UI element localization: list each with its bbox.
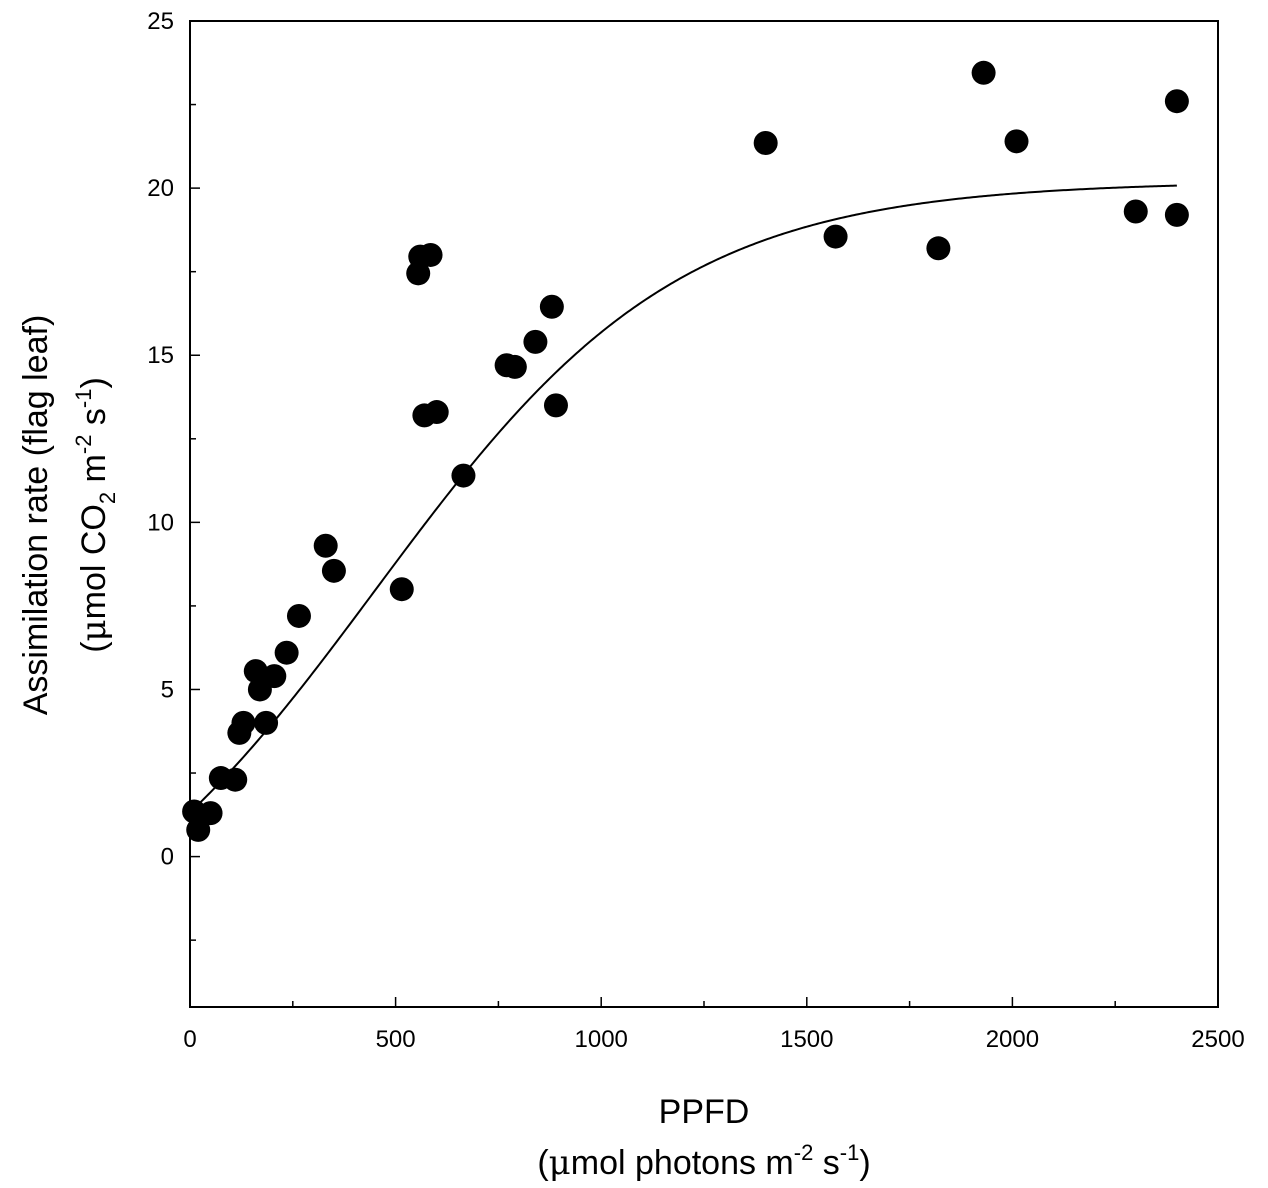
data-point [313,533,338,558]
y-tick-label: 20 [147,175,174,202]
data-point [539,294,564,319]
x-tick-label: 1500 [780,1026,833,1053]
data-point [198,801,223,826]
plot-frame [189,20,1219,1008]
x-tick-label: 1000 [575,1026,628,1053]
data-point [971,60,996,85]
data-point [286,603,311,628]
x-tick-label: 0 [183,1026,196,1053]
x-tick-label: 500 [376,1026,416,1053]
x-tick-label: 2000 [986,1026,1039,1053]
y-axis-ticks [190,20,200,941]
data-points [182,60,1189,842]
data-point [321,558,346,583]
y-axis-title: Assimilation rate (flag leaf) [17,315,55,716]
data-point [418,242,443,267]
y-axis-tick-labels: 0 5 10 15 20 25 [147,8,174,871]
data-point [523,329,548,354]
data-point [926,236,951,261]
data-point [451,463,476,488]
x-axis-units: (μmol photons m-2 s-1) [537,1140,870,1183]
data-point [1004,129,1029,154]
data-point [753,130,778,155]
y-tick-label: 15 [147,342,174,369]
y-axis-units: (μmol CO2 m-2 s-1) [71,377,120,653]
y-tick-label: 0 [161,844,174,871]
data-point [1164,202,1189,227]
data-point [262,664,287,689]
y-tick-label: 10 [147,509,174,536]
x-axis-title: PPFD [659,1093,750,1131]
data-point [1123,199,1148,224]
data-point [243,659,268,684]
data-point [502,354,527,379]
data-point [543,393,568,418]
data-point [274,640,299,665]
data-point [186,817,211,842]
data-point [223,767,248,792]
x-axis-tick-labels: 0 500 1000 1500 2000 2500 [183,1026,1244,1053]
y-tick-label: 5 [161,676,174,703]
fitted-curve [195,184,1177,808]
data-point [254,710,279,735]
data-point [1164,89,1189,114]
data-point [389,577,414,602]
data-point [424,400,449,425]
x-tick-label: 2500 [1191,1026,1244,1053]
y-tick-label: 25 [147,8,174,35]
data-point [823,224,848,249]
x-axis-ticks [189,997,1219,1007]
data-point [231,710,256,735]
